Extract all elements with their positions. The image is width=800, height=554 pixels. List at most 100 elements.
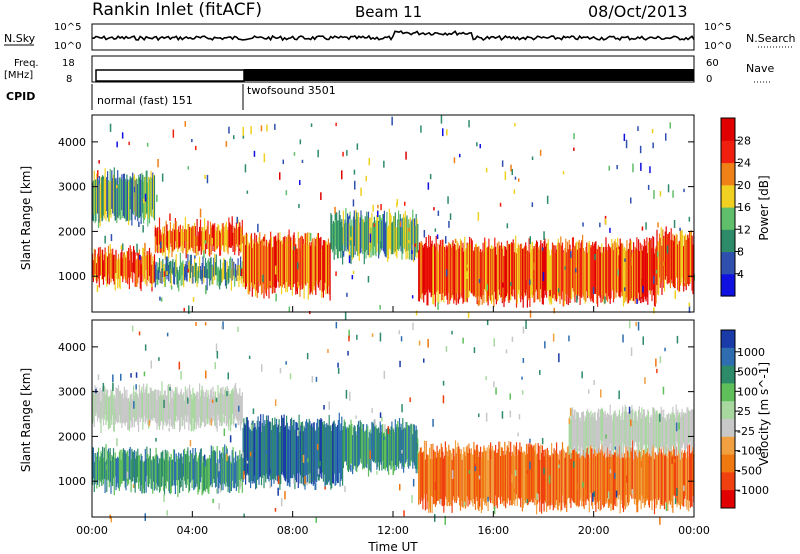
data-speck (531, 156, 534, 160)
data-cell (482, 451, 484, 499)
data-cell (185, 390, 187, 422)
data-cell (449, 450, 452, 504)
data-speck (665, 503, 668, 511)
data-cell (214, 391, 217, 426)
data-cell (587, 408, 589, 447)
data-cell (198, 455, 200, 492)
data-cell (238, 226, 240, 256)
data-speck (584, 490, 587, 495)
data-cell (122, 180, 124, 218)
data-speck (227, 372, 229, 380)
data-cell (559, 245, 561, 304)
data-cell (133, 176, 135, 215)
data-cell (500, 245, 502, 298)
data-speck (102, 382, 105, 392)
data-cell (451, 242, 453, 299)
colorbar-segment (721, 365, 735, 384)
data-cell (161, 381, 163, 421)
data-cell (322, 240, 324, 298)
data-cell (684, 234, 686, 287)
data-cell (507, 447, 509, 498)
data-cell (213, 391, 215, 421)
data-speck (317, 149, 319, 158)
data-cell (133, 450, 135, 489)
data-cell (163, 233, 165, 253)
data-cell (97, 392, 99, 422)
data-cell (612, 250, 615, 303)
data-cell (166, 395, 168, 426)
data-cell (470, 448, 472, 501)
data-cell (105, 444, 107, 480)
data-cell (446, 451, 448, 507)
data-speck (253, 475, 256, 483)
data-cell (99, 387, 101, 423)
data-speck (529, 461, 531, 470)
data-cell (235, 269, 237, 281)
data-speck (309, 311, 311, 315)
data-cell (569, 415, 571, 449)
data-cell (148, 178, 151, 224)
data-cell (184, 454, 186, 485)
data-cell (463, 251, 465, 303)
data-cell (190, 394, 192, 432)
data-cell (610, 453, 612, 511)
data-cell (170, 268, 172, 288)
data-cell (115, 249, 117, 273)
data-cell (331, 214, 333, 250)
data-speck (526, 499, 529, 504)
data-cell (357, 216, 359, 257)
data-cell (176, 386, 178, 423)
data-cell (507, 243, 509, 302)
data-speck (274, 399, 277, 406)
data-speck (168, 427, 170, 432)
data-cell (375, 220, 377, 257)
data-speck (351, 275, 354, 280)
time-x-label: Time UT (367, 540, 418, 554)
data-speck (581, 371, 583, 379)
data-cell (117, 458, 120, 489)
data-cell (651, 248, 653, 302)
data-cell (118, 259, 120, 288)
data-cell (311, 238, 314, 295)
data-cell (276, 238, 278, 280)
data-speck (451, 330, 453, 335)
data-cell (184, 229, 186, 249)
data-speck (104, 235, 106, 244)
data-cell (189, 384, 191, 422)
time-x-axis: 00:00 04:00 08:00 12:00 16:00 20:00 00:00 (76, 306, 710, 537)
nave-tick-bottom: 0 (706, 74, 712, 85)
data-speck (511, 336, 514, 342)
data-cell (467, 453, 469, 507)
data-cell (371, 421, 373, 460)
data-cell (448, 444, 450, 502)
data-speck (391, 116, 393, 126)
data-cell (571, 446, 574, 501)
data-speck (451, 470, 454, 479)
data-speck (544, 341, 546, 349)
data-cell (104, 168, 106, 215)
data-speck (365, 175, 367, 182)
data-speck (369, 450, 371, 460)
data-cell (370, 433, 372, 473)
data-cell (179, 391, 181, 430)
data-cell (571, 408, 573, 450)
data-cell (509, 452, 511, 506)
data-cell (397, 421, 399, 466)
data-cell (149, 254, 151, 284)
data-cell (306, 234, 308, 283)
data-cell (374, 425, 376, 464)
data-cell (650, 414, 652, 457)
data-cell (606, 246, 608, 301)
data-cell (222, 386, 224, 414)
data-cell (340, 221, 342, 259)
data-cell (183, 392, 185, 420)
data-cell (655, 246, 657, 304)
data-cell (571, 253, 573, 300)
data-speck (674, 498, 677, 505)
data-cell (355, 431, 357, 471)
data-cell (151, 177, 153, 218)
data-cell (489, 247, 491, 300)
data-cell (188, 398, 190, 431)
data-cell (306, 232, 309, 284)
data-cell (434, 246, 436, 307)
